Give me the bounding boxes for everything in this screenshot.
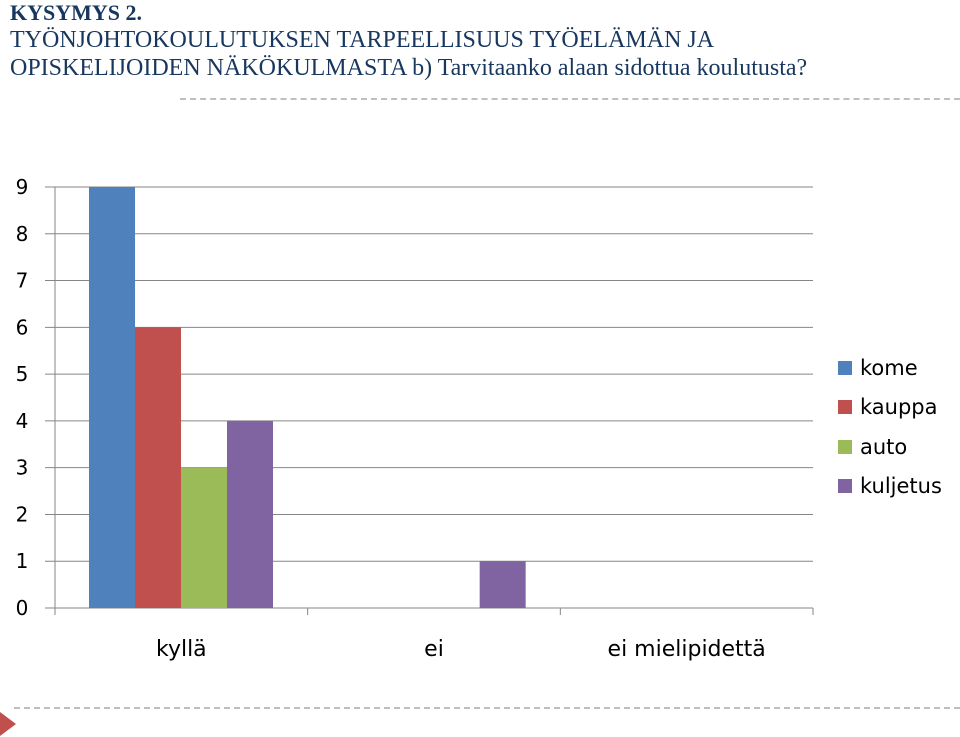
y-tick-label: 4: [16, 409, 29, 433]
x-category-label: ei: [424, 637, 444, 662]
x-category-label: ei mielipidettä: [608, 637, 766, 662]
legend-label: kauppa: [860, 395, 938, 420]
slide-header: KYSYMYS 2. TYÖNJOHTOKOULUTUKSEN TARPEELL…: [10, 0, 950, 82]
y-tick-label: 7: [16, 269, 29, 293]
y-tick-label: 8: [16, 222, 29, 246]
legend-label: kome: [860, 355, 918, 380]
y-tick-label: 1: [16, 549, 29, 573]
y-tick-label: 3: [16, 456, 29, 480]
legend-swatch: [838, 360, 852, 375]
bar-kuljetus-1: [479, 561, 526, 608]
y-tick-label: 0: [16, 596, 29, 620]
legend-label: kuljetus: [860, 474, 942, 499]
legend-item-kome: kome: [838, 348, 942, 388]
y-tick-label: 2: [16, 502, 29, 526]
bar-auto-0: [181, 467, 227, 608]
footer-divider: [14, 707, 960, 709]
title-line-2: OPISKELIJOIDEN NÄKÖKULMASTA b) Tarvitaan…: [10, 55, 808, 81]
question-number: KYSYMYS 2.: [10, 0, 143, 25]
header-divider: [180, 98, 960, 100]
legend-swatch: [838, 479, 852, 494]
slide-corner-arrow-icon: [0, 712, 16, 736]
legend-item-kauppa: kauppa: [838, 388, 942, 428]
y-tick-label: 6: [16, 315, 29, 339]
legend-label: auto: [860, 434, 908, 459]
title-line-1: TYÖNJOHTOKOULUTUKSEN TARPEELLISUUS TYÖEL…: [10, 27, 715, 53]
y-tick-label: 5: [16, 362, 29, 386]
x-category-label: kyllä: [156, 637, 207, 662]
bar-kome-0: [89, 187, 135, 608]
chart-legend: kome kauppa auto kuljetus: [838, 348, 942, 506]
legend-item-kuljetus: kuljetus: [838, 467, 942, 507]
bar-kuljetus-0: [227, 420, 273, 608]
legend-item-auto: auto: [838, 427, 942, 467]
y-tick-label: 9: [16, 175, 29, 199]
legend-swatch: [838, 400, 852, 415]
legend-swatch: [838, 439, 852, 454]
bar-kauppa-0: [135, 327, 181, 608]
